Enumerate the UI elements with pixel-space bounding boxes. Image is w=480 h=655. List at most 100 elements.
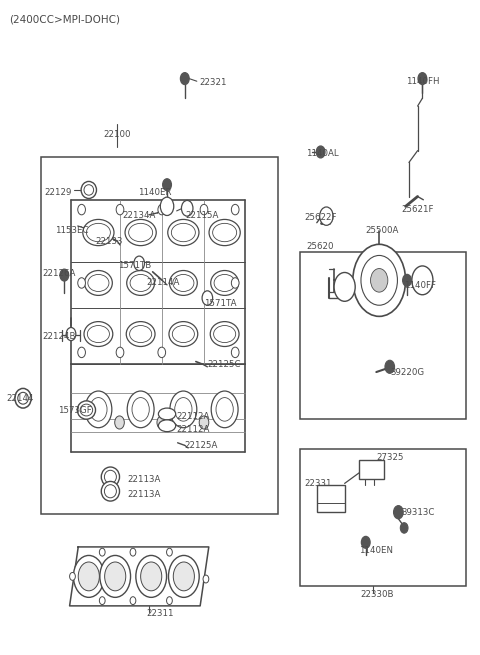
Circle shape bbox=[320, 207, 333, 225]
Circle shape bbox=[115, 416, 124, 429]
Circle shape bbox=[127, 391, 154, 428]
Circle shape bbox=[418, 73, 427, 84]
Circle shape bbox=[116, 204, 124, 215]
Circle shape bbox=[167, 597, 172, 605]
Ellipse shape bbox=[169, 322, 198, 346]
Circle shape bbox=[105, 562, 126, 591]
Circle shape bbox=[134, 256, 144, 271]
Circle shape bbox=[78, 347, 85, 358]
Circle shape bbox=[116, 347, 124, 358]
Circle shape bbox=[200, 204, 208, 215]
Ellipse shape bbox=[130, 326, 152, 343]
Circle shape bbox=[385, 360, 395, 373]
Text: 22330B: 22330B bbox=[360, 590, 394, 599]
Circle shape bbox=[403, 274, 411, 286]
Circle shape bbox=[202, 291, 213, 305]
Circle shape bbox=[175, 398, 192, 421]
Circle shape bbox=[316, 146, 325, 158]
Text: 1140ER: 1140ER bbox=[138, 188, 172, 197]
Text: 1140FH: 1140FH bbox=[406, 77, 439, 86]
Circle shape bbox=[66, 328, 76, 341]
Circle shape bbox=[130, 597, 136, 605]
Circle shape bbox=[136, 555, 167, 597]
Ellipse shape bbox=[171, 223, 195, 242]
Ellipse shape bbox=[84, 271, 112, 295]
Ellipse shape bbox=[101, 481, 120, 501]
Text: 22112A: 22112A bbox=[177, 412, 210, 421]
Text: 1573GF: 1573GF bbox=[58, 405, 91, 415]
Text: 22134A: 22134A bbox=[122, 211, 156, 220]
Circle shape bbox=[99, 597, 105, 605]
Ellipse shape bbox=[105, 485, 117, 498]
Text: 25500A: 25500A bbox=[366, 226, 399, 235]
Circle shape bbox=[170, 391, 197, 428]
Text: 22129: 22129 bbox=[45, 188, 72, 197]
Circle shape bbox=[78, 278, 85, 288]
Text: 22331: 22331 bbox=[305, 479, 332, 488]
Circle shape bbox=[334, 272, 355, 301]
Circle shape bbox=[100, 555, 131, 597]
Circle shape bbox=[412, 266, 433, 295]
Text: 22124B: 22124B bbox=[42, 331, 76, 341]
Text: 22126A: 22126A bbox=[42, 269, 76, 278]
Text: 22113A: 22113A bbox=[127, 475, 161, 484]
Text: 22125C: 22125C bbox=[207, 360, 241, 369]
Circle shape bbox=[231, 347, 239, 358]
Circle shape bbox=[231, 204, 239, 215]
Circle shape bbox=[157, 416, 167, 429]
Text: 22144: 22144 bbox=[6, 394, 34, 403]
Text: 39220G: 39220G bbox=[391, 367, 425, 377]
Circle shape bbox=[90, 398, 107, 421]
Text: 1571TB: 1571TB bbox=[118, 261, 151, 271]
Circle shape bbox=[231, 278, 239, 288]
Ellipse shape bbox=[158, 420, 176, 432]
Text: 22115A: 22115A bbox=[185, 211, 219, 220]
Text: 22321: 22321 bbox=[199, 78, 227, 87]
Circle shape bbox=[130, 548, 136, 556]
Circle shape bbox=[394, 506, 403, 519]
Ellipse shape bbox=[210, 322, 239, 346]
Text: 1153EC: 1153EC bbox=[55, 226, 89, 235]
Circle shape bbox=[353, 244, 406, 316]
Ellipse shape bbox=[209, 219, 240, 246]
Circle shape bbox=[211, 391, 238, 428]
Circle shape bbox=[181, 200, 193, 216]
Circle shape bbox=[73, 555, 104, 597]
Ellipse shape bbox=[101, 467, 120, 487]
Text: 1140EN: 1140EN bbox=[359, 546, 393, 555]
Circle shape bbox=[173, 562, 194, 591]
Text: 1571TA: 1571TA bbox=[204, 299, 237, 309]
Circle shape bbox=[216, 398, 233, 421]
Text: 1140AL: 1140AL bbox=[306, 149, 339, 159]
Text: 22133: 22133 bbox=[95, 236, 122, 246]
Ellipse shape bbox=[84, 322, 113, 346]
Text: 1140FF: 1140FF bbox=[404, 281, 436, 290]
Ellipse shape bbox=[168, 219, 199, 246]
Ellipse shape bbox=[105, 470, 117, 483]
Ellipse shape bbox=[214, 274, 235, 291]
Ellipse shape bbox=[84, 185, 94, 195]
Circle shape bbox=[99, 548, 105, 556]
Bar bbox=[300, 252, 466, 419]
Text: 25620: 25620 bbox=[306, 242, 334, 251]
Circle shape bbox=[60, 269, 69, 281]
Circle shape bbox=[203, 575, 209, 583]
Circle shape bbox=[163, 179, 171, 191]
Ellipse shape bbox=[172, 326, 194, 343]
Circle shape bbox=[199, 416, 209, 429]
Circle shape bbox=[167, 548, 172, 556]
Circle shape bbox=[85, 391, 112, 428]
Ellipse shape bbox=[80, 404, 93, 416]
Circle shape bbox=[180, 73, 189, 84]
Circle shape bbox=[78, 204, 85, 215]
Text: 27325: 27325 bbox=[376, 453, 404, 462]
Bar bbox=[300, 449, 466, 586]
Ellipse shape bbox=[88, 274, 109, 291]
Text: 25621F: 25621F bbox=[401, 205, 434, 214]
Ellipse shape bbox=[130, 274, 151, 291]
Ellipse shape bbox=[169, 271, 197, 295]
Text: 22125A: 22125A bbox=[184, 441, 218, 450]
Ellipse shape bbox=[87, 326, 109, 343]
Circle shape bbox=[371, 269, 388, 292]
Circle shape bbox=[400, 523, 408, 533]
